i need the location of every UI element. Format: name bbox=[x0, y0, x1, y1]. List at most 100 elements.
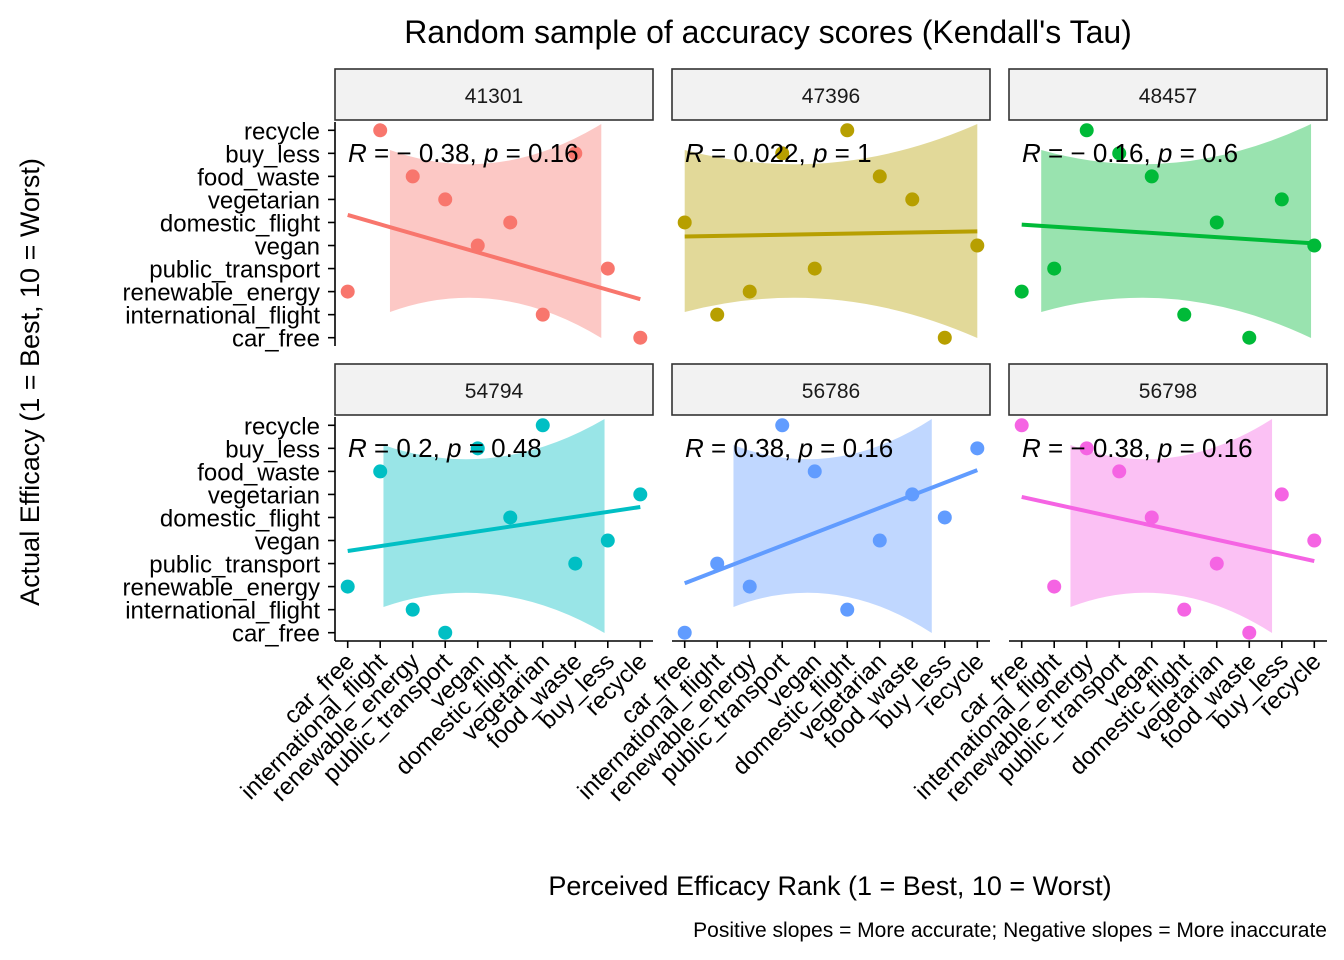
data-point bbox=[1079, 123, 1094, 138]
data-point bbox=[710, 307, 725, 322]
data-point bbox=[937, 330, 952, 345]
y-tick-label: buy_less bbox=[225, 141, 320, 168]
data-point bbox=[1274, 192, 1289, 207]
y-tick-label: vegetarian bbox=[208, 482, 320, 509]
regression-line bbox=[684, 229, 978, 239]
data-point bbox=[568, 146, 583, 161]
facet-strip-label: 56786 bbox=[802, 380, 860, 403]
facet-strip-label: 41301 bbox=[465, 85, 523, 108]
data-point bbox=[1014, 284, 1029, 299]
regression-line bbox=[347, 213, 641, 302]
data-point bbox=[905, 192, 920, 207]
data-point bbox=[1307, 533, 1322, 548]
data-point bbox=[600, 261, 615, 276]
data-point bbox=[1014, 418, 1029, 433]
data-point bbox=[470, 238, 485, 253]
data-point bbox=[633, 487, 648, 502]
facet-strip bbox=[334, 363, 654, 416]
y-tick-label: car_free bbox=[232, 621, 320, 648]
data-point bbox=[872, 533, 887, 548]
confidence-band bbox=[389, 124, 602, 338]
facet-strip bbox=[671, 363, 991, 416]
data-point bbox=[807, 261, 822, 276]
data-point bbox=[633, 330, 648, 345]
confidence-band bbox=[383, 419, 605, 633]
data-point bbox=[1242, 330, 1257, 345]
data-point bbox=[1209, 215, 1224, 230]
regression-line bbox=[347, 505, 641, 553]
data-point bbox=[775, 146, 790, 161]
facet-panel-48457: 48457 R = − 0.16, p = 0.6 bbox=[1008, 68, 1328, 345]
data-point bbox=[1144, 169, 1159, 184]
data-point bbox=[1047, 261, 1062, 276]
regression-line bbox=[1021, 222, 1315, 246]
facet-strip-label: 54794 bbox=[465, 380, 524, 403]
data-point bbox=[568, 556, 583, 571]
data-point bbox=[1209, 556, 1224, 571]
data-point bbox=[742, 284, 757, 299]
data-point bbox=[710, 556, 725, 571]
correlation-label: R = − 0.38, p = 0.16 bbox=[348, 138, 579, 168]
data-point bbox=[470, 441, 485, 456]
y-tick-label: food_waste bbox=[197, 459, 320, 486]
data-point bbox=[373, 464, 388, 479]
data-point bbox=[405, 169, 420, 184]
data-point bbox=[503, 215, 518, 230]
y-tick-label: public_transport bbox=[149, 257, 320, 284]
data-point bbox=[872, 169, 887, 184]
y-tick-label: renewable_energy bbox=[123, 575, 320, 602]
y-tick-label: renewable_energy bbox=[123, 280, 320, 307]
data-point bbox=[1177, 602, 1192, 617]
correlation-label: R = − 0.16, p = 0.6 bbox=[1022, 138, 1238, 168]
data-point bbox=[535, 418, 550, 433]
data-point bbox=[373, 123, 388, 138]
data-point bbox=[438, 192, 453, 207]
facet-strip bbox=[671, 68, 991, 121]
data-point bbox=[535, 307, 550, 322]
data-point bbox=[340, 579, 355, 594]
y-tick-label: recycle bbox=[244, 413, 320, 440]
y-tick-label: domestic_flight bbox=[160, 210, 320, 237]
data-point bbox=[905, 487, 920, 502]
facet-panel-41301: 41301 R = − 0.38, p = 0.16 car_freeinterna… bbox=[123, 68, 654, 353]
data-point bbox=[438, 625, 453, 640]
data-point bbox=[1144, 510, 1159, 525]
data-point bbox=[1112, 146, 1127, 161]
y-tick-label: international_flight bbox=[125, 303, 320, 330]
y-tick-label: buy_less bbox=[225, 436, 320, 463]
data-point bbox=[1177, 307, 1192, 322]
data-point bbox=[677, 625, 692, 640]
data-point bbox=[1112, 464, 1127, 479]
data-point bbox=[970, 441, 985, 456]
data-point bbox=[970, 238, 985, 253]
data-point bbox=[937, 510, 952, 525]
data-point bbox=[340, 284, 355, 299]
y-tick-label: vegan bbox=[255, 529, 320, 556]
y-axis-title: Actual Efficacy (1 = Best, 10 = Worst) bbox=[15, 158, 45, 606]
data-point bbox=[807, 464, 822, 479]
facet-panel-54794: 54794 R = 0.2, p = 0.48 car_freeinternatio… bbox=[123, 363, 654, 807]
data-point bbox=[742, 579, 757, 594]
facet-strip bbox=[1008, 363, 1328, 416]
data-point bbox=[1242, 625, 1257, 640]
y-tick-label: vegetarian bbox=[208, 187, 320, 214]
regression-line bbox=[683, 468, 979, 586]
facet-strip-label: 47396 bbox=[802, 85, 860, 108]
data-point bbox=[503, 510, 518, 525]
data-point bbox=[600, 533, 615, 548]
data-point bbox=[840, 123, 855, 138]
y-tick-label: vegan bbox=[255, 234, 320, 261]
x-axis-title: Perceived Efficacy Rank (1 = Best, 10 = … bbox=[548, 871, 1111, 901]
data-point bbox=[1047, 579, 1062, 594]
facet-strip bbox=[334, 68, 654, 121]
facet-strip-label: 56798 bbox=[1139, 380, 1197, 403]
data-point bbox=[840, 602, 855, 617]
y-tick-label: domestic_flight bbox=[160, 505, 320, 532]
y-tick-label: recycle bbox=[244, 118, 320, 145]
y-tick-label: international_flight bbox=[125, 598, 320, 625]
correlation-label: R = − 0.38, p = 0.16 bbox=[1022, 433, 1253, 463]
y-tick-label: food_waste bbox=[197, 164, 320, 191]
